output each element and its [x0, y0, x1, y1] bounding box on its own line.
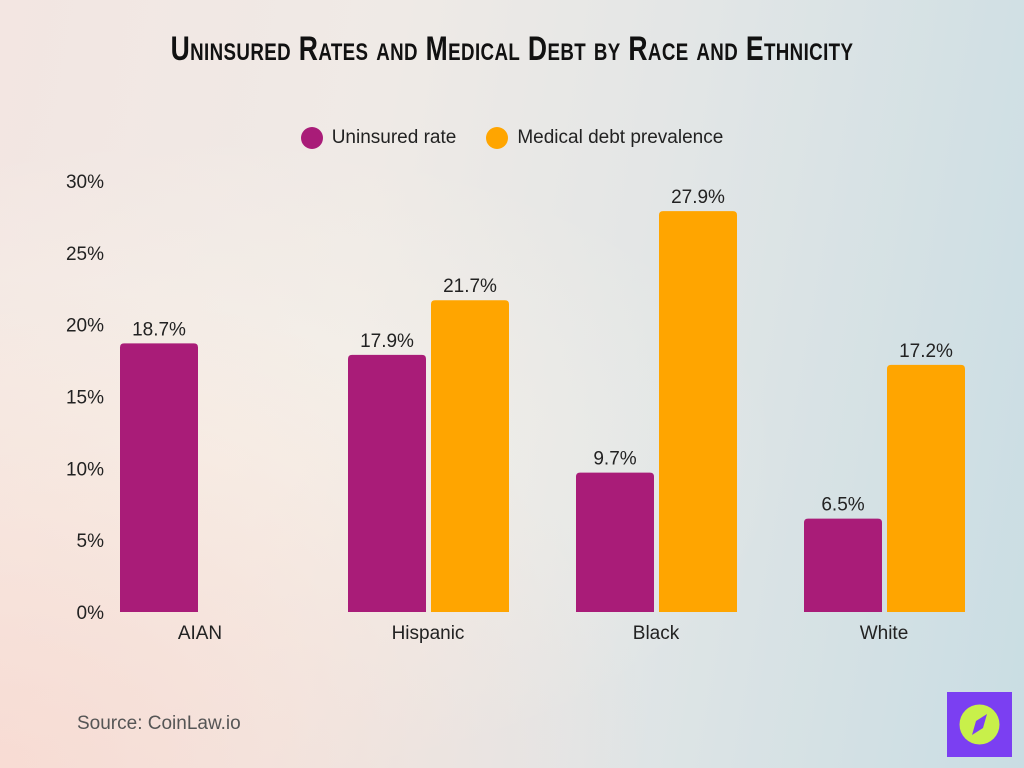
source-note: Source: CoinLaw.io	[77, 713, 241, 734]
legend: Uninsured rate Medical debt prevalence	[0, 127, 1024, 149]
bar-medical-debt	[887, 364, 965, 612]
data-label: 21.7%	[443, 276, 497, 297]
y-tick-label: 25%	[66, 244, 104, 265]
bar-uninsured	[348, 354, 426, 612]
data-label: 17.9%	[360, 331, 414, 352]
y-tick-label: 0%	[77, 603, 105, 624]
bar-medical-debt	[431, 300, 509, 612]
compass-icon	[959, 704, 1000, 745]
x-tick-label: AIAN	[178, 623, 222, 644]
y-tick-label: 20%	[66, 316, 104, 337]
bar-medical-debt	[659, 211, 737, 613]
data-label: 18.7%	[132, 319, 186, 340]
bar-uninsured	[804, 518, 882, 612]
legend-label: Medical debt prevalence	[517, 127, 724, 148]
legend-item-uninsured: Uninsured rate	[300, 127, 457, 149]
bar-uninsured	[120, 343, 198, 612]
x-tick-label: Black	[633, 623, 680, 644]
data-label: 17.2%	[899, 341, 953, 362]
legend-swatch-medical-debt	[486, 127, 509, 149]
y-tick-label: 10%	[66, 459, 104, 480]
legend-item-medical-debt: Medical debt prevalence	[486, 127, 723, 149]
x-tick-label: White	[860, 623, 909, 644]
data-label: 6.5%	[821, 495, 864, 516]
data-label: 9.7%	[593, 449, 636, 470]
compass-logo	[947, 692, 1012, 757]
data-label: 27.9%	[671, 187, 725, 208]
legend-swatch-uninsured	[300, 127, 323, 149]
x-tick-label: Hispanic	[392, 623, 465, 644]
chart-title: Uninsured Rates and Medical Debt by Race…	[170, 30, 854, 68]
y-tick-label: 15%	[66, 388, 104, 409]
legend-label: Uninsured rate	[331, 127, 457, 148]
bar-uninsured	[576, 472, 654, 612]
y-tick-label: 5%	[77, 531, 105, 552]
y-tick-label: 30%	[66, 172, 104, 193]
